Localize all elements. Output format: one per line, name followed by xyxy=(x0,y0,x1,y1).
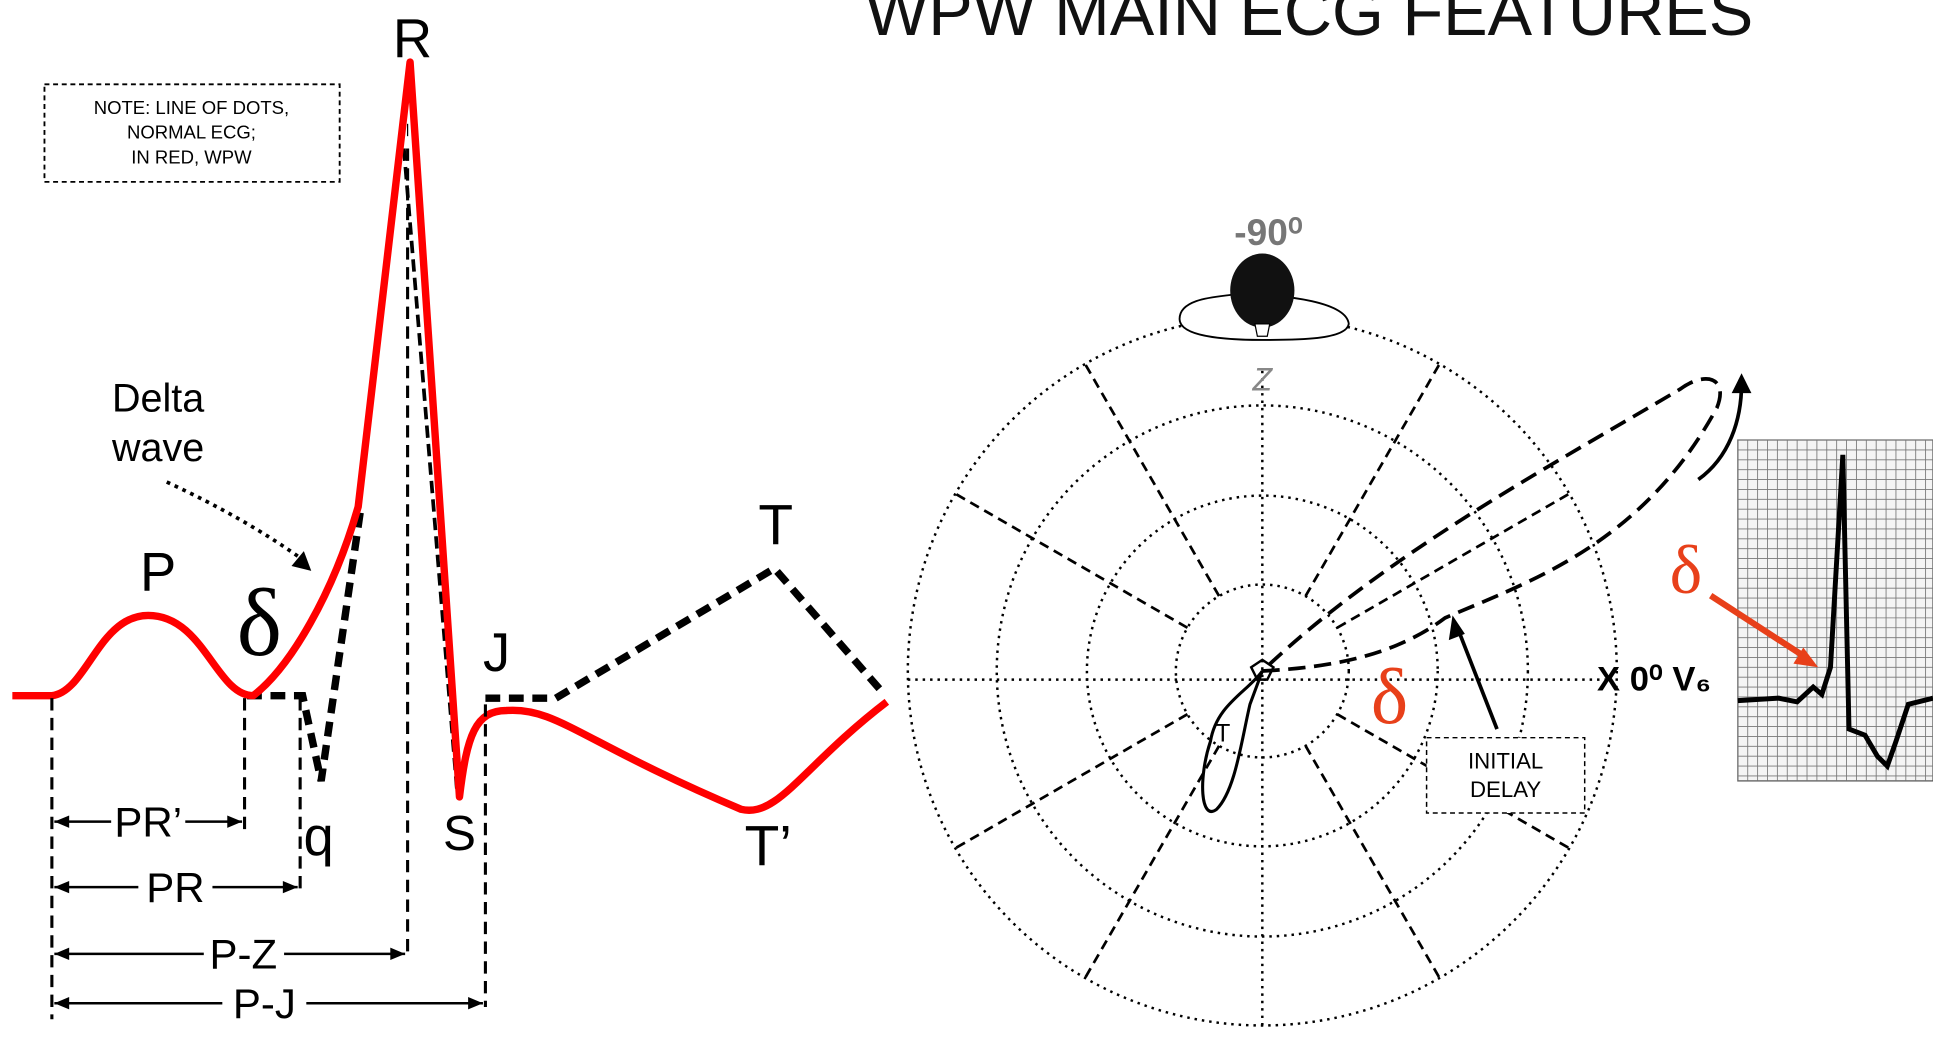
delta-wave-label: wave xyxy=(111,426,204,470)
delay-box xyxy=(1425,736,1586,814)
spoke xyxy=(954,713,1189,850)
qrs-loop xyxy=(1261,377,1722,673)
nose xyxy=(1254,323,1271,337)
normal-ecg xyxy=(402,148,459,791)
spoke xyxy=(1304,745,1441,979)
wave-label: J xyxy=(483,622,510,683)
delta-pointer xyxy=(165,480,308,564)
delta-wave-label: Delta xyxy=(112,377,204,421)
note-box xyxy=(43,83,341,183)
strip-delta-arrow xyxy=(1708,593,1808,660)
t-loop xyxy=(1201,670,1264,813)
arrowhead xyxy=(1793,647,1819,668)
wave-label: S xyxy=(443,806,476,861)
arrowhead xyxy=(1448,615,1465,641)
note-line: NOTE: LINE OF DOTS, xyxy=(94,97,289,118)
strip-trace xyxy=(1737,454,1933,771)
loop-label: T xyxy=(1215,720,1230,747)
rotation-arrow xyxy=(1697,383,1744,482)
origin-star xyxy=(1249,658,1276,681)
wpw-ecg xyxy=(12,58,890,814)
arrowhead xyxy=(291,551,312,571)
angle-label: -90⁰ xyxy=(1234,211,1303,253)
wave-label: q xyxy=(304,806,334,867)
delay-arrow xyxy=(1455,627,1499,730)
delta-label: δ xyxy=(237,569,282,676)
spoke xyxy=(1083,363,1221,597)
delta-label: δ xyxy=(1371,654,1408,741)
wave-label: R xyxy=(393,8,432,69)
wave-label: T’ xyxy=(745,815,792,878)
interval-label: P-J xyxy=(233,980,296,1027)
spoke xyxy=(1336,492,1570,629)
spoke xyxy=(1083,745,1221,979)
head xyxy=(1230,253,1295,328)
guides xyxy=(50,148,487,1020)
interval-label: P-Z xyxy=(210,931,278,978)
axis-label: X 0⁰ V₆ xyxy=(1597,661,1711,699)
delay-label: DELAY xyxy=(1470,777,1541,802)
arrowhead xyxy=(1731,373,1752,394)
axis-label: Z xyxy=(1252,362,1274,398)
spoke xyxy=(1304,363,1441,597)
normal-ecg xyxy=(247,508,888,782)
delta-label: δ xyxy=(1670,531,1703,608)
note-line: IN RED, WPW xyxy=(131,146,252,167)
wave-label: T xyxy=(758,494,793,557)
delay-label: INITIAL xyxy=(1468,749,1543,774)
wave-label: P xyxy=(140,542,176,603)
note-line: NORMAL ECG; xyxy=(127,122,256,143)
interval-label: PR xyxy=(146,864,204,911)
interval-label: PR’ xyxy=(114,798,182,845)
spoke xyxy=(954,492,1189,629)
title: WPW MAIN ECG FEATURES xyxy=(865,0,1753,50)
